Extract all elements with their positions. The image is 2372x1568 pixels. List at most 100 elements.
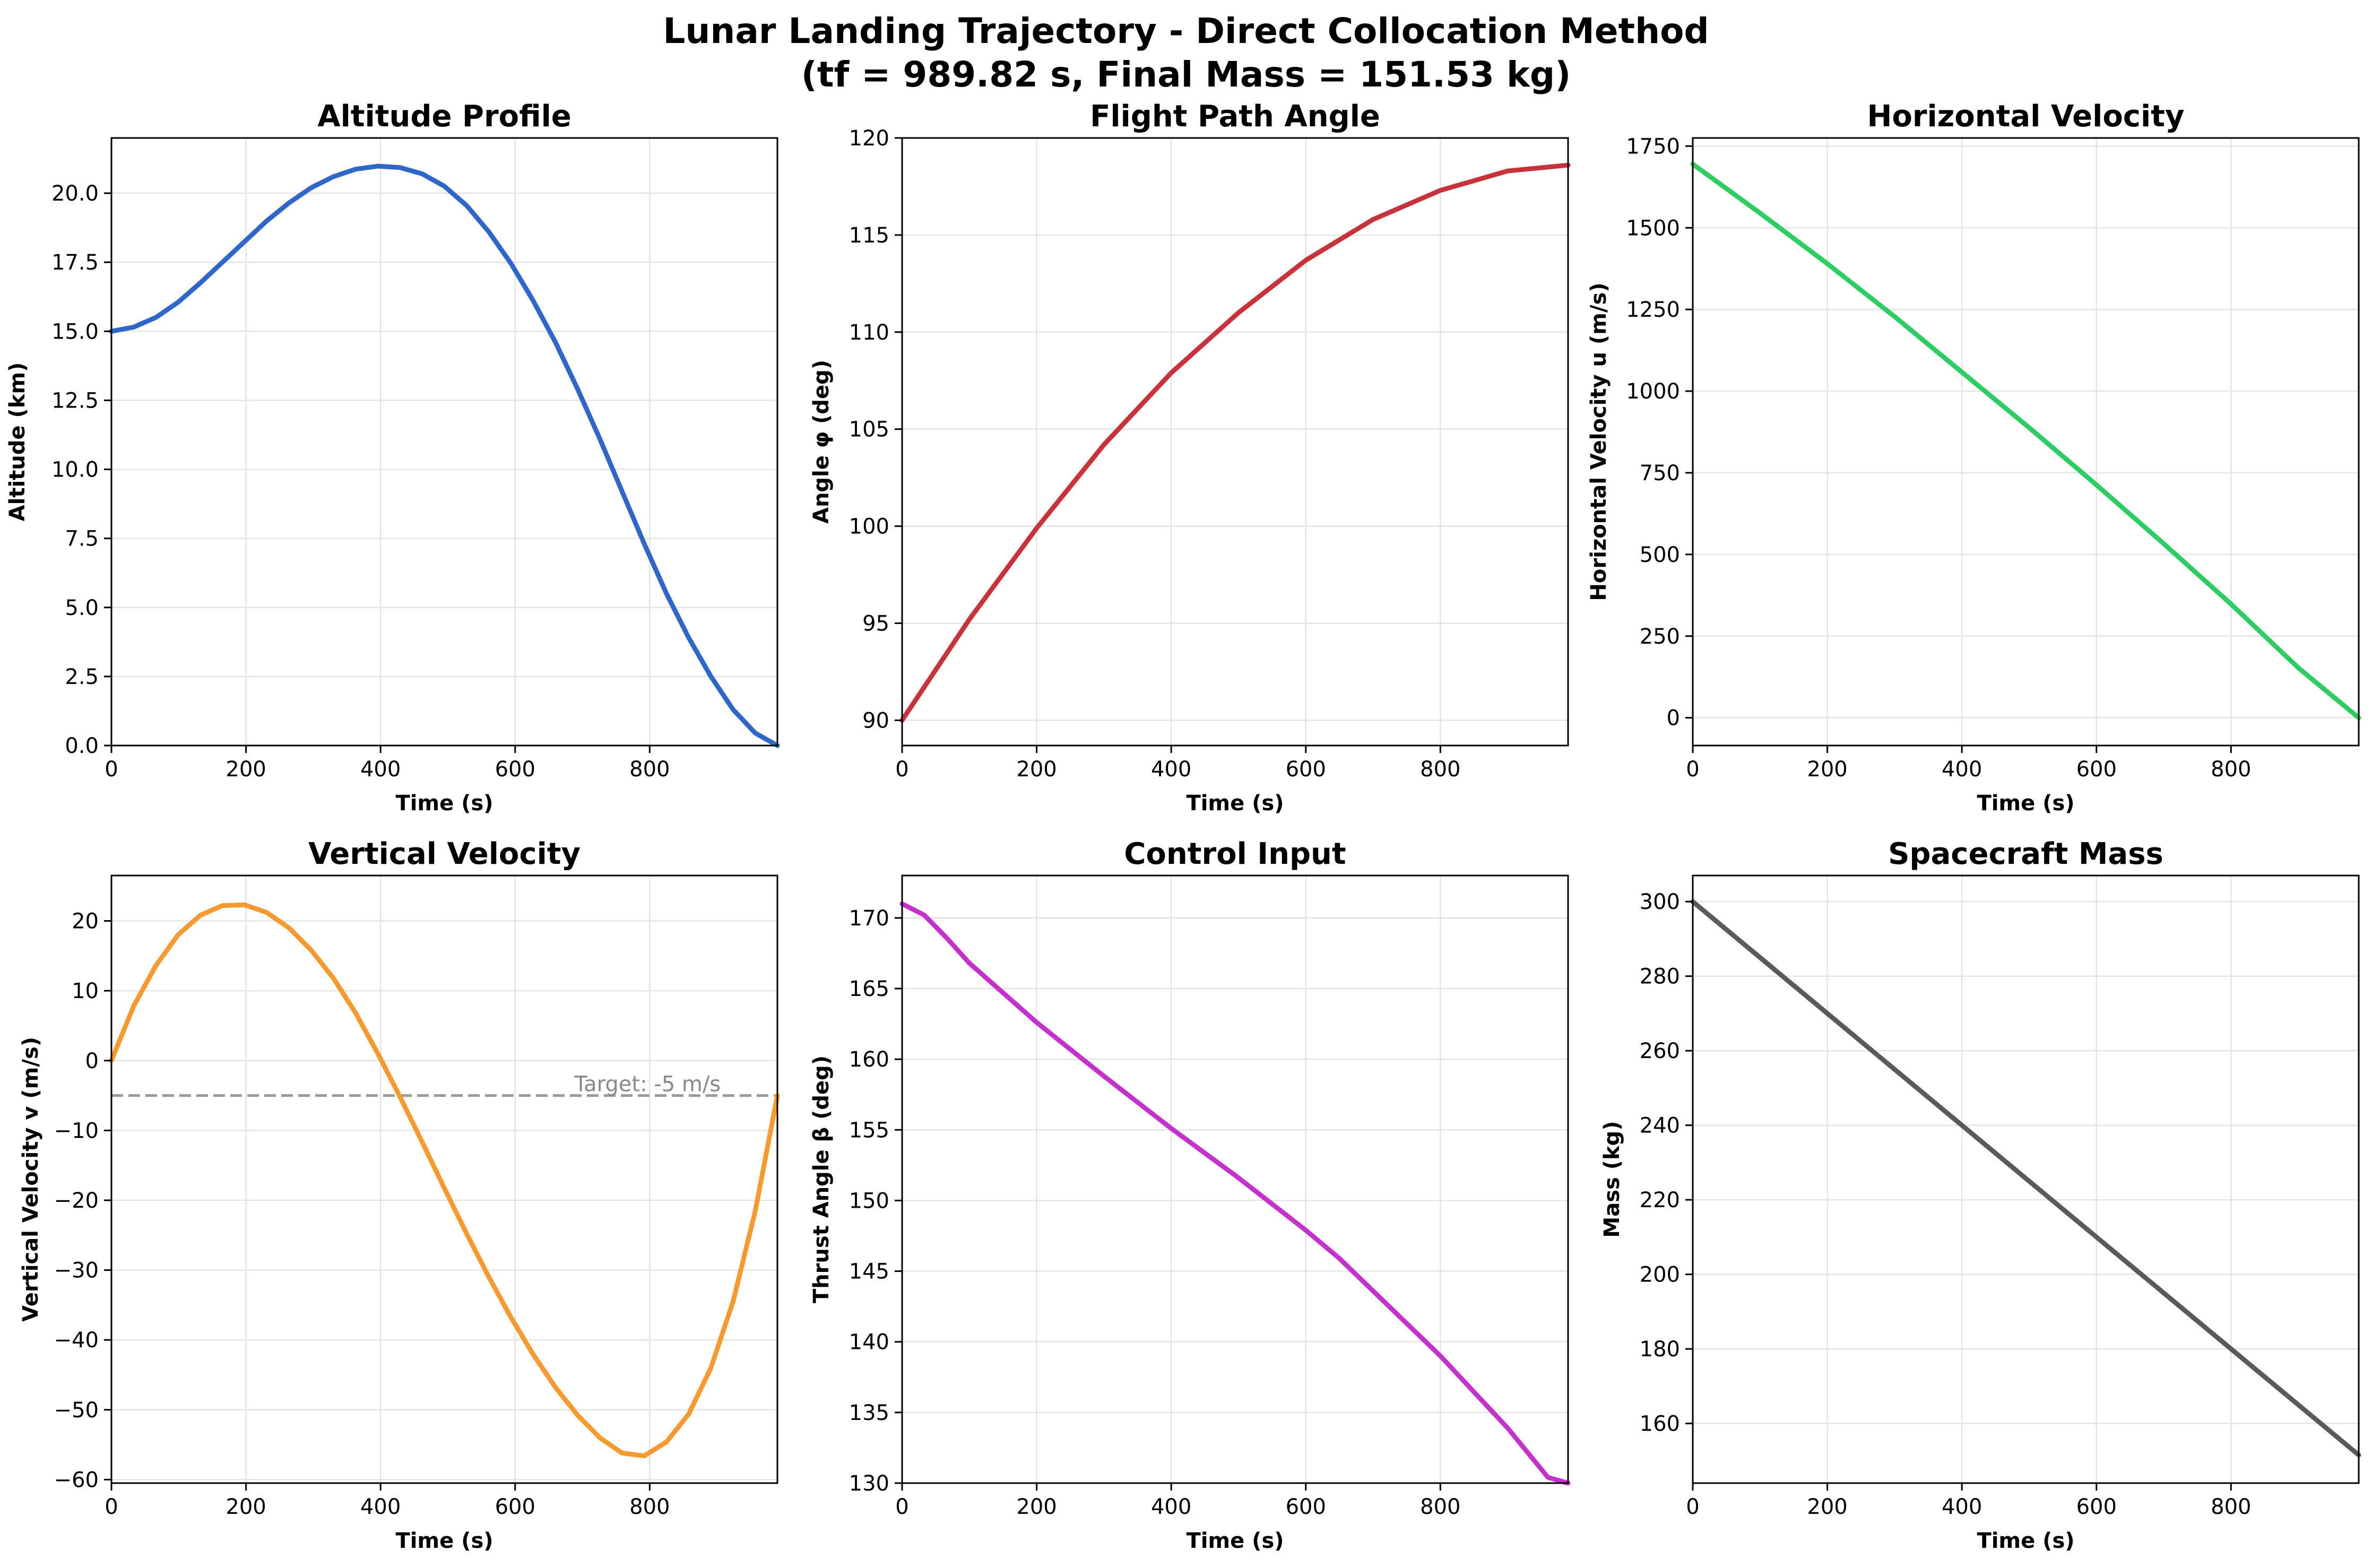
x-axis-label: Time (s) bbox=[1977, 791, 2074, 816]
x-tick-label: 800 bbox=[629, 1495, 670, 1519]
x-tick-label: 200 bbox=[1016, 1495, 1057, 1519]
x-tick-label: 800 bbox=[1420, 1495, 1460, 1519]
x-tick-label: 800 bbox=[629, 757, 670, 782]
y-tick-label: 280 bbox=[1640, 965, 1680, 989]
plot-frame bbox=[110, 137, 778, 747]
y-tick-label: 15.0 bbox=[51, 319, 99, 344]
target-reference-label: Target: -5 m/s bbox=[574, 1072, 721, 1097]
y-tick-label: 1000 bbox=[1626, 379, 1680, 404]
plot-frame bbox=[1692, 874, 2360, 1484]
y-axis-label: Altitude (km) bbox=[5, 362, 30, 522]
figure-title-line-1: Lunar Landing Trajectory - Direct Colloc… bbox=[663, 11, 1709, 51]
data-line bbox=[1690, 899, 2361, 1458]
x-tick-label: 0 bbox=[1686, 757, 1699, 782]
x-tick-label: 200 bbox=[1807, 757, 1847, 782]
y-tick-label: 105 bbox=[849, 418, 889, 442]
y-tick-label: 150 bbox=[849, 1189, 889, 1213]
y-tick-label: 20 bbox=[72, 909, 99, 934]
x-tick-label: 400 bbox=[360, 1495, 401, 1519]
x-tick-label: 800 bbox=[1420, 757, 1460, 782]
y-tick-label: 135 bbox=[849, 1401, 889, 1425]
y-tick-label: 1750 bbox=[1626, 134, 1680, 159]
x-tick-label: 200 bbox=[226, 1495, 266, 1519]
chart-control-input: 0 200 400 600 800 130 135 140 145 150 155 160 165 170… bbox=[809, 837, 1571, 1553]
y-tick-label: 7.5 bbox=[65, 527, 99, 551]
y-tick-label: 110 bbox=[849, 320, 889, 345]
y-tick-label: 10.0 bbox=[51, 458, 99, 482]
x-tick-label: 600 bbox=[495, 1495, 535, 1519]
y-tick-label: 90 bbox=[862, 708, 889, 733]
y-tick-label: 160 bbox=[1640, 1412, 1680, 1436]
y-tick-label: 160 bbox=[849, 1047, 889, 1072]
y-axis-label: Thrust Angle β (deg) bbox=[809, 1055, 834, 1303]
x-axis-label: Time (s) bbox=[395, 1529, 493, 1553]
y-tick-label: 170 bbox=[849, 906, 889, 931]
x-tick-label: 600 bbox=[2076, 1495, 2117, 1519]
x-tick-label: 600 bbox=[1286, 1495, 1326, 1519]
plot-frame bbox=[901, 874, 1569, 1484]
x-tick-label: 600 bbox=[495, 757, 535, 782]
x-tick-label: 0 bbox=[105, 757, 118, 782]
data-line bbox=[1690, 161, 2361, 721]
y-tick-label: 0 bbox=[85, 1049, 99, 1073]
y-tick-label: 200 bbox=[1640, 1263, 1680, 1287]
y-tick-label: −40 bbox=[54, 1328, 99, 1353]
y-tick-label: 250 bbox=[1640, 625, 1680, 649]
plot-frame bbox=[901, 137, 1569, 747]
x-tick-label: 800 bbox=[2211, 757, 2251, 782]
data-line bbox=[109, 902, 780, 1459]
y-tick-label: 240 bbox=[1640, 1114, 1680, 1138]
x-tick-label: 600 bbox=[1286, 757, 1326, 782]
y-tick-label: 0 bbox=[1667, 706, 1680, 731]
chart-flight-path-angle: 0 200 400 600 800 90 95 100 105 110 115 120 Flight P… bbox=[809, 99, 1571, 816]
y-axis-label: Mass (kg) bbox=[1600, 1121, 1624, 1237]
y-tick-label: 155 bbox=[849, 1118, 889, 1142]
y-tick-label: −60 bbox=[54, 1468, 99, 1492]
x-tick-label: 400 bbox=[1151, 757, 1191, 782]
chart-title: Vertical Velocity bbox=[308, 837, 581, 871]
y-tick-label: 12.5 bbox=[51, 388, 99, 413]
figure-title-line-2: (tf = 989.82 s, Final Mass = 151.53 kg) bbox=[801, 54, 1571, 95]
x-axis-label: Time (s) bbox=[1977, 1529, 2074, 1553]
y-tick-label: 260 bbox=[1640, 1039, 1680, 1063]
chart-vertical-velocity: Target: -5 m/s0 200 400 600 800−60−50−40−30−… bbox=[19, 837, 780, 1553]
chart-spacecraft-mass: 0 200 400 600 800 160 180 200 220 240 260 280 300 Spa… bbox=[1600, 837, 2361, 1553]
y-tick-label: 165 bbox=[849, 977, 889, 1001]
y-tick-label: 17.5 bbox=[51, 250, 99, 275]
x-tick-label: 0 bbox=[895, 757, 908, 782]
y-tick-label: 95 bbox=[862, 612, 889, 636]
chart-title: Flight Path Angle bbox=[1090, 99, 1380, 134]
y-tick-label: 1250 bbox=[1626, 298, 1680, 322]
y-tick-label: 2.5 bbox=[65, 665, 99, 689]
y-tick-label: 145 bbox=[849, 1260, 889, 1284]
x-tick-label: 400 bbox=[360, 757, 401, 782]
chart-horizontal-velocity: 0 200 400 600 800 0 250 500 750 1000 1250 1500 1750 H… bbox=[1587, 99, 2361, 816]
y-tick-label: 5.0 bbox=[65, 596, 99, 620]
x-tick-label: 600 bbox=[2076, 757, 2117, 782]
y-tick-label: 180 bbox=[1640, 1337, 1680, 1362]
x-tick-label: 200 bbox=[1016, 757, 1057, 782]
y-tick-label: 220 bbox=[1640, 1188, 1680, 1212]
y-tick-label: 115 bbox=[849, 223, 889, 248]
y-tick-label: 300 bbox=[1640, 890, 1680, 914]
plot-frame bbox=[110, 874, 778, 1484]
chart-title: Horizontal Velocity bbox=[1867, 99, 2185, 134]
figure-title: Lunar Landing Trajectory - Direct Colloc… bbox=[0, 10, 2372, 97]
chart-title: Spacecraft Mass bbox=[1888, 837, 2163, 871]
plot-frame bbox=[1692, 137, 2360, 747]
chart-title: Control Input bbox=[1124, 837, 1346, 871]
y-tick-label: −50 bbox=[54, 1398, 99, 1423]
x-tick-label: 400 bbox=[1151, 1495, 1191, 1519]
x-tick-label: 800 bbox=[2211, 1495, 2251, 1519]
x-tick-label: 0 bbox=[105, 1495, 118, 1519]
x-axis-label: Time (s) bbox=[395, 791, 493, 816]
y-tick-label: 500 bbox=[1640, 543, 1680, 567]
y-tick-label: −10 bbox=[54, 1119, 99, 1143]
chart-altitude: 0 200 400 600 800 0.0 2.5 5.0 7.5 10.0 12.5 15.0 17.… bbox=[5, 99, 780, 816]
x-tick-label: 200 bbox=[1807, 1495, 1847, 1519]
y-tick-label: −30 bbox=[54, 1259, 99, 1283]
y-tick-label: 10 bbox=[72, 979, 99, 1003]
y-tick-label: −20 bbox=[54, 1189, 99, 1213]
